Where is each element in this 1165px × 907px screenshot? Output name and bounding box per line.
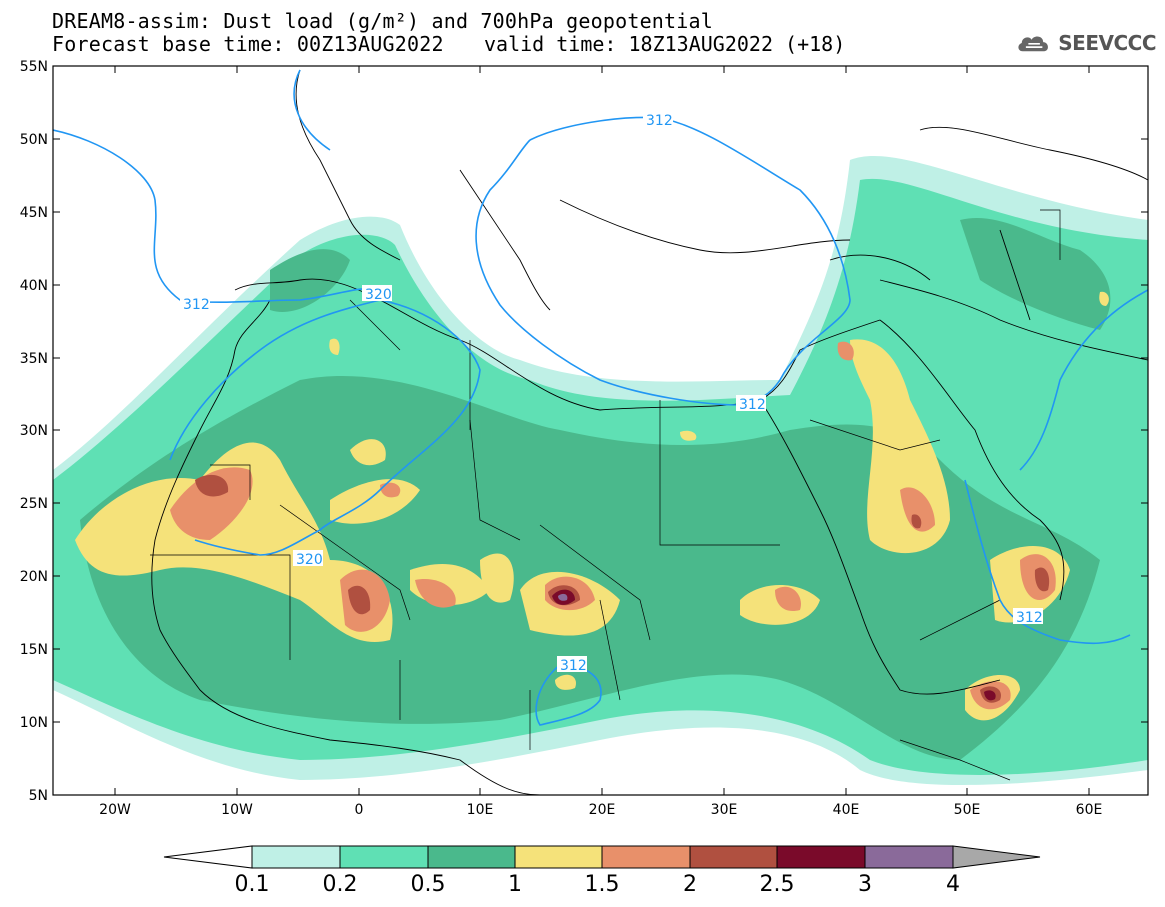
country-borders [150,209,1061,781]
lon-tick-label: 20E [589,802,616,818]
lat-axis: 55N 50N 45N 40N 35N 30N 25N 20N 15N 10N … [20,59,1148,804]
lat-tick-label: 35N [20,351,48,367]
colorbar-label: 2.5 [759,872,795,897]
lat-tick-label: 10N [20,715,48,731]
valid-time: valid time: 18Z13AUG2022 (+18) [484,32,846,56]
contour-label: 320 [365,287,392,303]
lat-tick-label: 30N [20,423,48,439]
colorbar-label: 4 [946,872,960,897]
lat-tick-label: 55N [20,59,48,75]
forecast-base-time: Forecast base time: 00Z13AUG2022 [52,32,444,56]
chart-title: DREAM8-assim: Dust load (g/m²) and 700hP… [52,9,714,33]
colorbar-label: 2 [683,872,697,897]
colorbar-label: 1.5 [584,872,620,897]
coastlines [151,69,1148,795]
lat-tick-label: 25N [20,496,48,512]
contour-label: 312 [560,658,587,674]
dust-region-dark-green [80,375,1100,760]
map-fill-layer [53,66,1148,795]
colorbar-swatch [514,845,603,869]
colorbar-label: 1 [508,872,522,897]
lon-tick-label: 30E [711,802,738,818]
lat-tick-label: 50N [20,132,48,148]
seevccc-logo: SEEVCCC [1016,26,1156,60]
lon-tick-label: 60E [1076,802,1103,818]
lon-tick-label: 10E [467,802,494,818]
lat-tick-label: 40N [20,278,48,294]
lon-axis: 20W 10W 0 10E 20E 30E 40E 50E 60E [99,66,1102,818]
colorbar-swatch [689,845,778,869]
dust-region-orange [170,341,1056,710]
cloud-icon [1018,36,1048,52]
contour-label: 312 [183,297,210,313]
colorbar-swatch [601,845,691,869]
lat-tick-label: 15N [20,642,48,658]
contour-label: 320 [296,552,323,568]
logo-text: SEEVCCC [1058,31,1156,55]
colorbar-swatch [776,845,866,869]
contour-label: 312 [739,397,766,413]
lon-tick-label: 0 [355,802,364,818]
colorbar-low-arrow [163,845,253,869]
lon-tick-label: 20W [99,802,131,818]
contour-labels: 312 320 312 320 312 312 312 [180,111,1043,674]
colorbar-swatch [864,845,954,869]
colorbar-swatch [339,845,429,869]
contour-label: 312 [1016,610,1043,626]
colorbar-label: 0.1 [234,872,270,897]
colorbar-high-arrow [952,845,1041,869]
contour-label: 312 [646,113,673,129]
colorbar [163,845,1041,869]
colorbar-label: 3 [858,872,872,897]
dust-region-purple [558,593,568,601]
lat-tick-label: 20N [20,569,48,585]
colorbar-label: 0.2 [322,872,358,897]
colorbar-swatch [251,845,341,869]
lon-tick-label: 40E [833,802,860,818]
colorbar-swatch [427,845,516,869]
lon-tick-label: 10W [221,802,253,818]
lon-tick-label: 50E [954,802,981,818]
colorbar-label: 0.5 [410,872,446,897]
lat-tick-label: 45N [20,205,48,221]
lat-tick-label: 5N [29,788,48,804]
